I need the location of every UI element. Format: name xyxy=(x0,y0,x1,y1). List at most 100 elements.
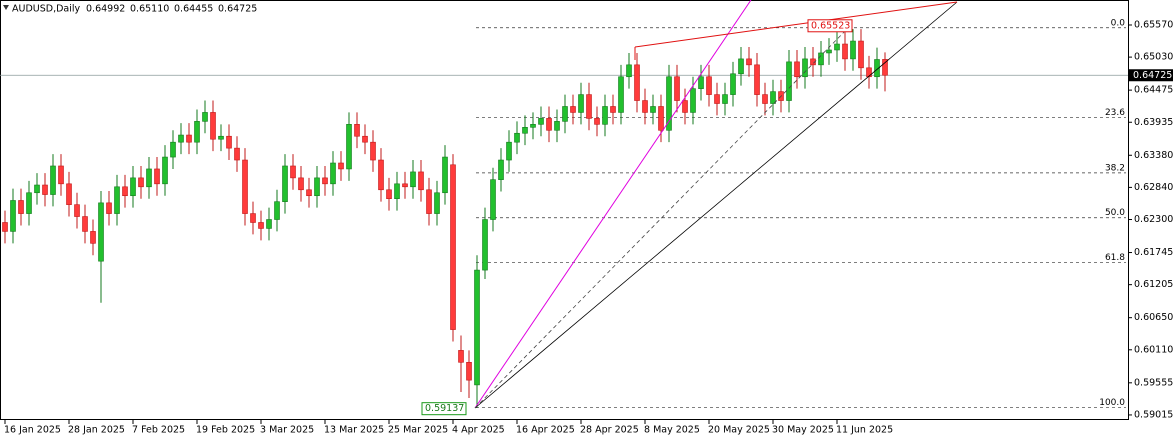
candle-body xyxy=(474,269,480,386)
x-tick-label: 8 May 2025 xyxy=(644,425,700,436)
candle-body xyxy=(738,58,744,75)
chart-title: AUDUSD,Daily xyxy=(12,4,81,15)
candle-body xyxy=(746,58,752,66)
plot-frame xyxy=(0,0,1129,420)
candle-body xyxy=(594,118,600,125)
candle-body xyxy=(402,183,408,188)
header-value: 0.64725 xyxy=(218,4,257,15)
candle-body xyxy=(178,134,184,143)
candle-body xyxy=(130,177,136,197)
candle-body xyxy=(34,184,40,194)
candle-body xyxy=(146,168,152,188)
candle-body xyxy=(106,202,112,214)
candle-body xyxy=(706,76,712,95)
candle-body xyxy=(266,219,272,229)
candle-body xyxy=(666,76,672,131)
x-tick-label: 28 Apr 2025 xyxy=(580,425,639,436)
candle-body xyxy=(258,222,264,229)
candle-body xyxy=(290,165,296,179)
candle-body xyxy=(658,106,664,131)
candle-body xyxy=(50,165,56,195)
candle-body xyxy=(602,106,608,125)
header-value: 0.64992 xyxy=(86,4,125,15)
candle-body xyxy=(754,64,760,95)
swing-high-box xyxy=(807,19,853,33)
y-tick-label: 0.59015 xyxy=(1134,409,1173,420)
candle-body xyxy=(714,94,720,104)
candle-body xyxy=(370,141,376,161)
x-tick-label: 7 Feb 2025 xyxy=(132,425,185,436)
fib-label: 23.6 xyxy=(1105,108,1125,118)
candle-body xyxy=(186,134,192,143)
y-tick-label: 0.60650 xyxy=(1134,312,1173,323)
candle-body xyxy=(858,40,864,69)
candle-body xyxy=(354,124,360,137)
header-icon xyxy=(3,5,9,10)
candle-body xyxy=(810,58,816,66)
swing-high-label: 0.65523 xyxy=(811,20,850,31)
candle-body xyxy=(786,61,792,101)
candle-body xyxy=(2,222,8,232)
candle-body xyxy=(66,183,72,205)
candle-body xyxy=(506,141,512,161)
candle-body xyxy=(538,118,544,125)
fib-label: 0.0 xyxy=(1111,18,1126,28)
candle-body xyxy=(10,200,16,232)
fib-label: 100.0 xyxy=(1099,398,1125,408)
candle-body xyxy=(450,164,456,330)
last-price-box xyxy=(1129,69,1173,82)
candle-body xyxy=(362,135,368,143)
candle-body xyxy=(690,88,696,113)
y-tick-label: 0.59555 xyxy=(1134,377,1173,388)
candle-body xyxy=(610,106,616,113)
trendline xyxy=(474,1,958,409)
candle-body xyxy=(250,213,256,223)
candle-body xyxy=(394,183,400,199)
x-tick-label: 28 Jan 2025 xyxy=(68,425,125,436)
candle-body xyxy=(154,168,160,185)
candle-body xyxy=(514,132,520,143)
y-tick-label: 0.62840 xyxy=(1134,182,1173,193)
candle-body xyxy=(466,361,472,381)
candle-body xyxy=(378,159,384,191)
candle-body xyxy=(218,135,224,140)
candle-body xyxy=(338,162,344,170)
candle-body xyxy=(330,162,336,185)
candle-body xyxy=(642,100,648,113)
candle-body xyxy=(458,350,464,363)
candle-body xyxy=(482,219,488,271)
candle-body xyxy=(818,52,824,66)
candle-body xyxy=(226,135,232,149)
candle-body xyxy=(498,159,504,180)
candle-body xyxy=(562,106,568,122)
candle-body xyxy=(546,118,552,131)
candle-body xyxy=(426,189,432,214)
candle-body xyxy=(410,171,416,188)
candle-body xyxy=(770,91,776,104)
x-tick-label: 20 May 2025 xyxy=(708,425,770,436)
candle-body xyxy=(794,61,800,78)
candle-body xyxy=(42,184,48,195)
candle-body xyxy=(74,204,80,217)
candle-body xyxy=(282,165,288,202)
candle-body xyxy=(194,121,200,143)
y-tick-label: 0.63935 xyxy=(1134,117,1173,128)
candle-body xyxy=(314,177,320,197)
candle-body xyxy=(530,124,536,128)
candle-body xyxy=(346,124,352,170)
swing-low-label: 0.59137 xyxy=(425,403,464,414)
candle-body xyxy=(866,67,872,78)
candle-body xyxy=(122,186,128,197)
x-tick-label: 3 Mar 2025 xyxy=(260,425,314,436)
candle-body xyxy=(522,127,528,134)
candle-body xyxy=(762,94,768,104)
x-tick-label: 11 Jun 2025 xyxy=(836,425,893,436)
candle-body xyxy=(170,141,176,158)
candle-body xyxy=(490,179,496,220)
candle-body xyxy=(298,177,304,191)
swing-low-box xyxy=(421,402,467,416)
candle-body xyxy=(618,76,624,113)
candle-body xyxy=(138,177,144,188)
candle-body xyxy=(202,112,208,122)
y-tick-label: 0.60110 xyxy=(1134,344,1173,355)
